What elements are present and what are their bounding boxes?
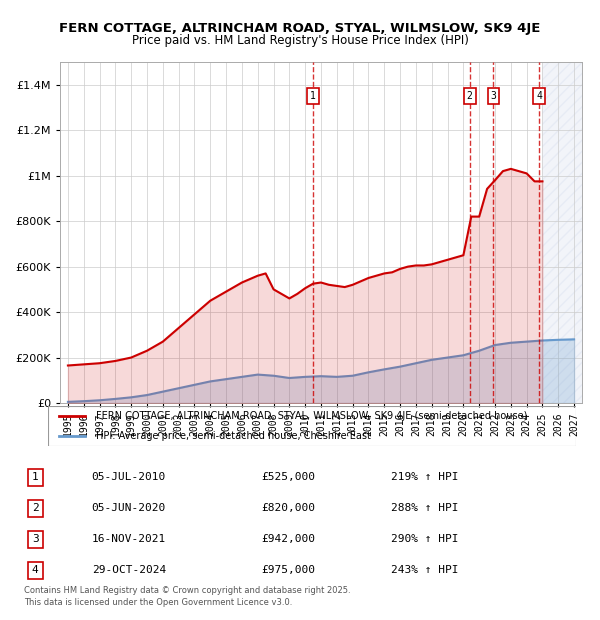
Text: 29-OCT-2024: 29-OCT-2024 bbox=[92, 565, 166, 575]
Text: 16-NOV-2021: 16-NOV-2021 bbox=[92, 534, 166, 544]
Text: 2: 2 bbox=[467, 91, 473, 101]
Text: 1: 1 bbox=[32, 472, 38, 482]
Text: HPI: Average price, semi-detached house, Cheshire East: HPI: Average price, semi-detached house,… bbox=[95, 432, 370, 441]
Text: Price paid vs. HM Land Registry's House Price Index (HPI): Price paid vs. HM Land Registry's House … bbox=[131, 34, 469, 47]
Text: £525,000: £525,000 bbox=[261, 472, 315, 482]
Text: 1: 1 bbox=[310, 91, 316, 101]
Text: 219% ↑ HPI: 219% ↑ HPI bbox=[391, 472, 458, 482]
Text: 243% ↑ HPI: 243% ↑ HPI bbox=[391, 565, 458, 575]
Text: £820,000: £820,000 bbox=[261, 503, 315, 513]
Text: 2: 2 bbox=[32, 503, 38, 513]
Text: 4: 4 bbox=[536, 91, 542, 101]
Text: 05-JUL-2010: 05-JUL-2010 bbox=[92, 472, 166, 482]
Text: £942,000: £942,000 bbox=[261, 534, 315, 544]
Text: 3: 3 bbox=[490, 91, 496, 101]
Text: Contains HM Land Registry data © Crown copyright and database right 2025.: Contains HM Land Registry data © Crown c… bbox=[24, 586, 350, 595]
Text: FERN COTTAGE, ALTRINCHAM ROAD, STYAL, WILMSLOW, SK9 4JE: FERN COTTAGE, ALTRINCHAM ROAD, STYAL, WI… bbox=[59, 22, 541, 35]
Bar bbox=[542, 62, 582, 403]
Text: £975,000: £975,000 bbox=[261, 565, 315, 575]
Text: 3: 3 bbox=[32, 534, 38, 544]
Text: 290% ↑ HPI: 290% ↑ HPI bbox=[391, 534, 458, 544]
Text: 288% ↑ HPI: 288% ↑ HPI bbox=[391, 503, 458, 513]
Text: FERN COTTAGE, ALTRINCHAM ROAD, STYAL, WILMSLOW, SK9 4JE (semi-detached house): FERN COTTAGE, ALTRINCHAM ROAD, STYAL, WI… bbox=[95, 411, 527, 421]
Text: This data is licensed under the Open Government Licence v3.0.: This data is licensed under the Open Gov… bbox=[24, 598, 292, 608]
Text: 4: 4 bbox=[32, 565, 38, 575]
Bar bbox=[542, 62, 582, 403]
Text: 05-JUN-2020: 05-JUN-2020 bbox=[92, 503, 166, 513]
